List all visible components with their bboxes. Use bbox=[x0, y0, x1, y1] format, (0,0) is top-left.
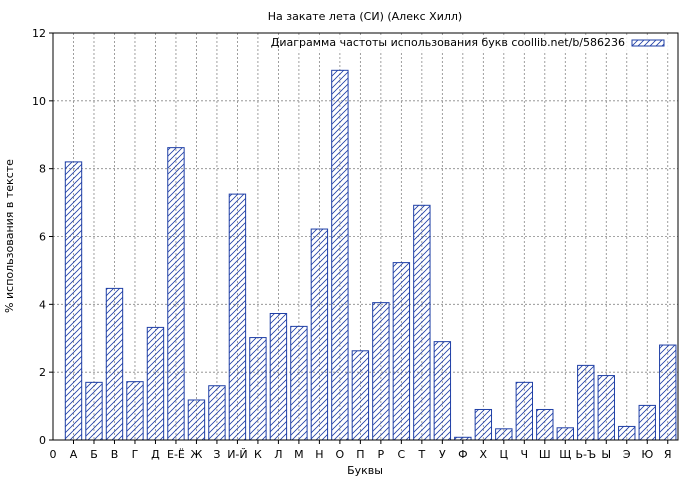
bar-У bbox=[433, 341, 452, 441]
bar-С bbox=[392, 262, 411, 441]
bar-Х bbox=[474, 408, 493, 441]
x-axis: А Б В Г Д Е-Ё Ж З И-Й К Л М Н О П Р С Т У Ф Х Ц Ч Ш Щ Ь-Ъ Ы Э Ю Я bbox=[70, 440, 672, 461]
x-axis-label: Буквы bbox=[347, 464, 383, 477]
x-tick-label: П bbox=[356, 448, 364, 461]
x-tick-label: М bbox=[294, 448, 304, 461]
x-tick-label: Б bbox=[90, 448, 98, 461]
x-tick-label: Л bbox=[274, 448, 282, 461]
y-tick-label: 8 bbox=[39, 163, 46, 176]
x-origin-label: 0 bbox=[50, 448, 57, 461]
x-tick-label: О bbox=[336, 448, 345, 461]
chart-title: На закате лета (СИ) (Алекс Хилл) bbox=[268, 10, 462, 23]
bar-Щ bbox=[556, 427, 574, 441]
bar-Ж bbox=[187, 399, 206, 441]
bar-Т bbox=[413, 204, 431, 441]
x-tick-label: Ф bbox=[458, 448, 467, 461]
legend: Диаграмма частоты использования букв coo… bbox=[271, 35, 672, 51]
bar-Ш bbox=[536, 408, 554, 441]
bar-М bbox=[290, 325, 308, 441]
x-tick-label: Э bbox=[623, 448, 631, 461]
legend-box bbox=[282, 35, 672, 51]
x-tick-label: И-Й bbox=[227, 448, 247, 461]
bar-Е-Ё bbox=[167, 147, 185, 441]
x-tick-label: Д bbox=[151, 448, 160, 461]
x-tick-label: З bbox=[213, 448, 220, 461]
x-tick-label: С bbox=[398, 448, 406, 461]
x-tick-label: Х bbox=[480, 448, 488, 461]
x-tick-label: К bbox=[254, 448, 262, 461]
bar-В bbox=[105, 287, 124, 441]
bar-Ь-Ъ bbox=[577, 364, 595, 441]
legend-label: Диаграмма частоты использования букв coo… bbox=[271, 36, 625, 49]
x-tick-label: Е-Ё bbox=[167, 448, 185, 461]
x-tick-label: В bbox=[111, 448, 119, 461]
x-tick-label: Т bbox=[417, 448, 425, 461]
x-tick-label: Ш bbox=[539, 448, 551, 461]
bar-З bbox=[208, 385, 226, 441]
x-tick-label: Я bbox=[664, 448, 672, 461]
x-tick-label: Ч bbox=[521, 448, 529, 461]
y-axis-label: % использования в тексте bbox=[3, 159, 16, 313]
bar-К bbox=[249, 337, 267, 441]
x-tick-label: Г bbox=[132, 448, 139, 461]
y-axis: 0 2 4 6 8 10 12 bbox=[32, 27, 53, 447]
bar-Ы bbox=[597, 375, 615, 441]
bar-Э bbox=[618, 425, 636, 441]
x-tick-label: А bbox=[70, 448, 78, 461]
x-tick-label: У bbox=[439, 448, 446, 461]
bar-Ц bbox=[495, 428, 513, 441]
bar-А bbox=[64, 161, 83, 441]
x-tick-label: Ж bbox=[191, 448, 203, 461]
bar-Н bbox=[310, 228, 329, 441]
x-tick-label: Ю bbox=[641, 448, 653, 461]
bar-Р bbox=[372, 302, 390, 441]
x-tick-label: Ы bbox=[601, 448, 611, 461]
y-tick-label: 4 bbox=[39, 298, 46, 311]
y-tick-label: 12 bbox=[32, 27, 46, 40]
bar-Я bbox=[659, 344, 677, 441]
bar-Ю bbox=[638, 404, 656, 441]
y-tick-label: 6 bbox=[39, 231, 46, 244]
y-tick-label: 10 bbox=[32, 95, 46, 108]
bar-П bbox=[351, 350, 370, 441]
y-tick-label: 0 bbox=[39, 434, 46, 447]
bar-Д bbox=[146, 326, 165, 441]
x-tick-label: Н bbox=[315, 448, 323, 461]
x-tick-label: Ь-Ъ bbox=[575, 448, 596, 461]
bar-Ч bbox=[515, 381, 534, 441]
y-tick-label: 2 bbox=[39, 366, 46, 379]
bars bbox=[64, 69, 677, 441]
x-tick-label: Щ bbox=[559, 448, 571, 461]
x-tick-label: Р bbox=[378, 448, 385, 461]
bar-Г bbox=[126, 381, 144, 441]
bar-Б bbox=[85, 381, 103, 441]
x-tick-label: Ц bbox=[500, 448, 509, 461]
legend-swatch bbox=[631, 39, 665, 47]
bar-И-Й bbox=[228, 193, 247, 441]
bar-Л bbox=[269, 312, 288, 441]
bar-О bbox=[331, 69, 349, 441]
